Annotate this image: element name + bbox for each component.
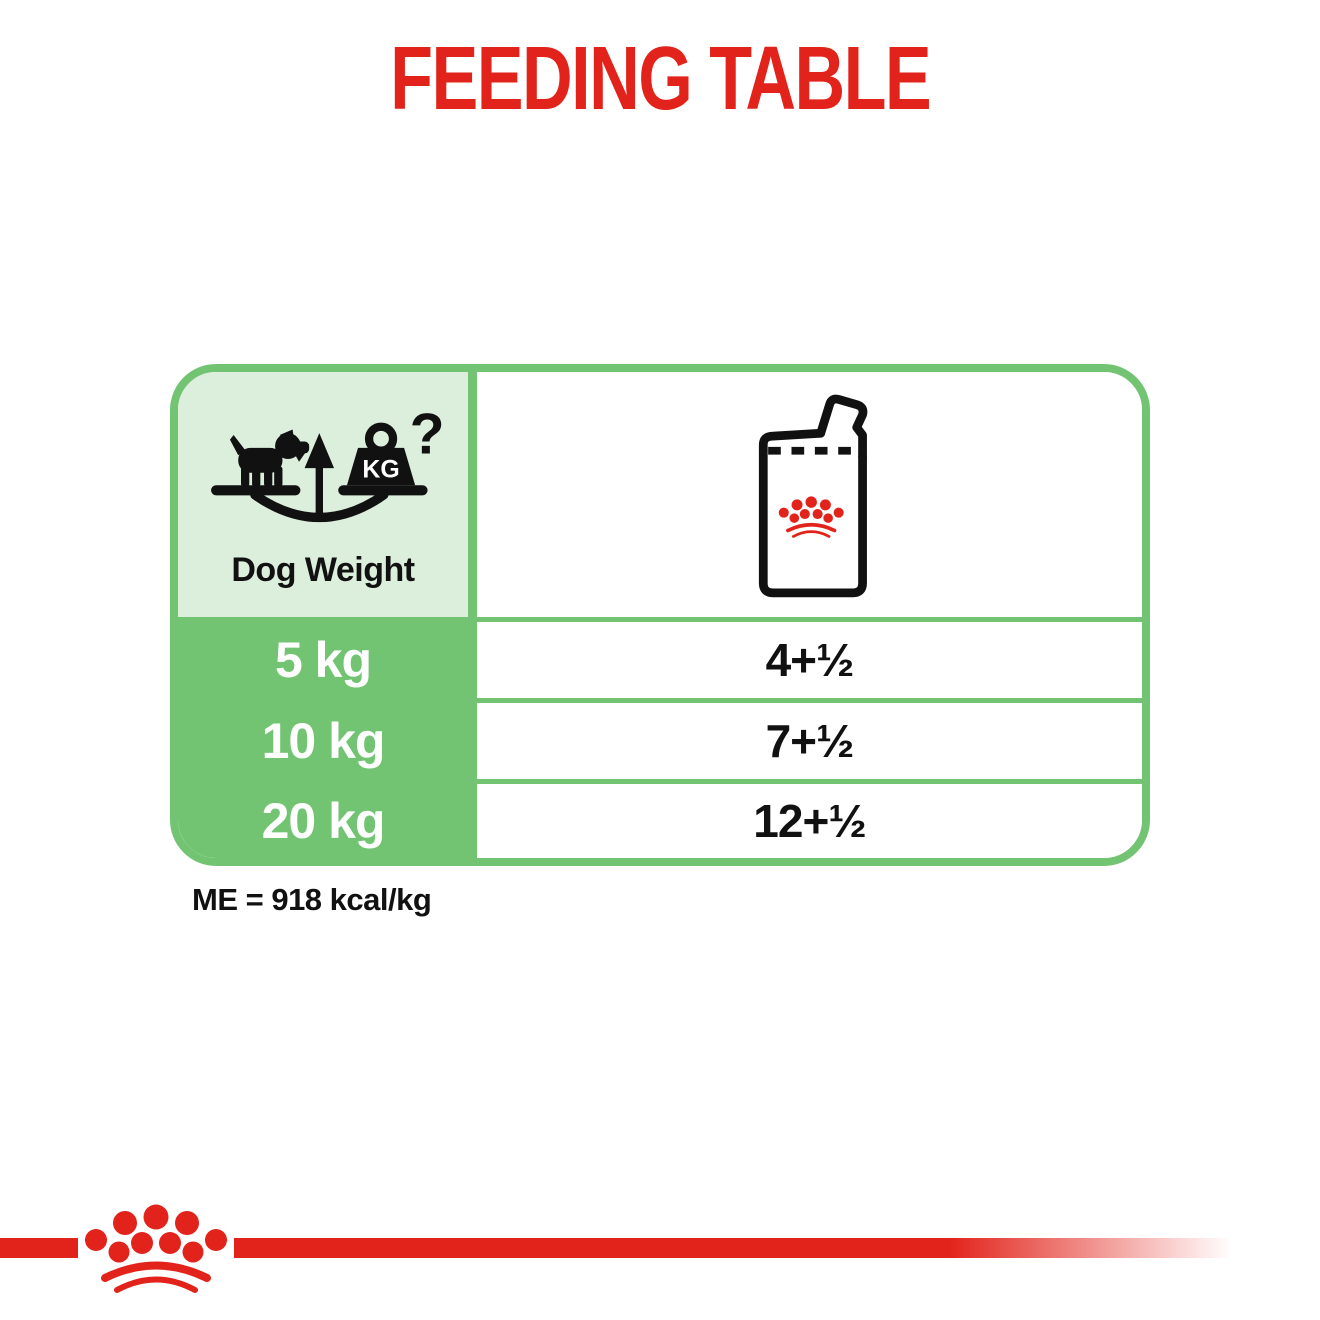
header-pouch-cell xyxy=(477,372,1142,617)
dog-tail xyxy=(229,434,246,455)
row-divider xyxy=(477,779,1142,784)
header-dog-weight-cell: KG ? Dog Weight xyxy=(178,372,468,617)
row-divider xyxy=(477,698,1142,703)
left-column-strip xyxy=(178,779,468,784)
kg-weight-label: KG xyxy=(362,455,399,483)
table-row-value: 4+½ xyxy=(477,622,1142,698)
dog-weight-column-label: Dog Weight xyxy=(231,550,415,589)
question-mark-icon: ? xyxy=(410,402,443,466)
table-row-weight: 10 kg xyxy=(178,703,468,779)
row-divider xyxy=(477,617,1142,622)
footer-red-bar xyxy=(0,1238,1232,1258)
page-title: FEEDING TABLE xyxy=(0,28,1320,131)
feeding-table: KG ? Dog Weight xyxy=(170,364,1150,866)
food-pouch-icon xyxy=(758,394,867,597)
table-row-weight: 20 kg xyxy=(178,784,468,858)
page-title-text: FEEDING TABLE xyxy=(389,29,932,129)
pouch-crown-logo xyxy=(778,495,844,538)
pouch-torn-flap xyxy=(815,394,867,461)
royal-canin-crown-logo xyxy=(78,1192,234,1296)
table-column-divider xyxy=(468,372,477,858)
metabolizable-energy-note: ME = 918 kcal/kg xyxy=(192,882,432,917)
table-row-value: 7+½ xyxy=(477,703,1142,779)
table-row-weight: 5 kg xyxy=(178,622,468,698)
table-row-value: 12+½ xyxy=(477,784,1142,858)
left-column-strip xyxy=(178,698,468,703)
left-column-strip xyxy=(178,617,468,622)
crown-icon xyxy=(85,1204,227,1293)
dog-weight-scale-icon: KG ? xyxy=(211,402,443,522)
